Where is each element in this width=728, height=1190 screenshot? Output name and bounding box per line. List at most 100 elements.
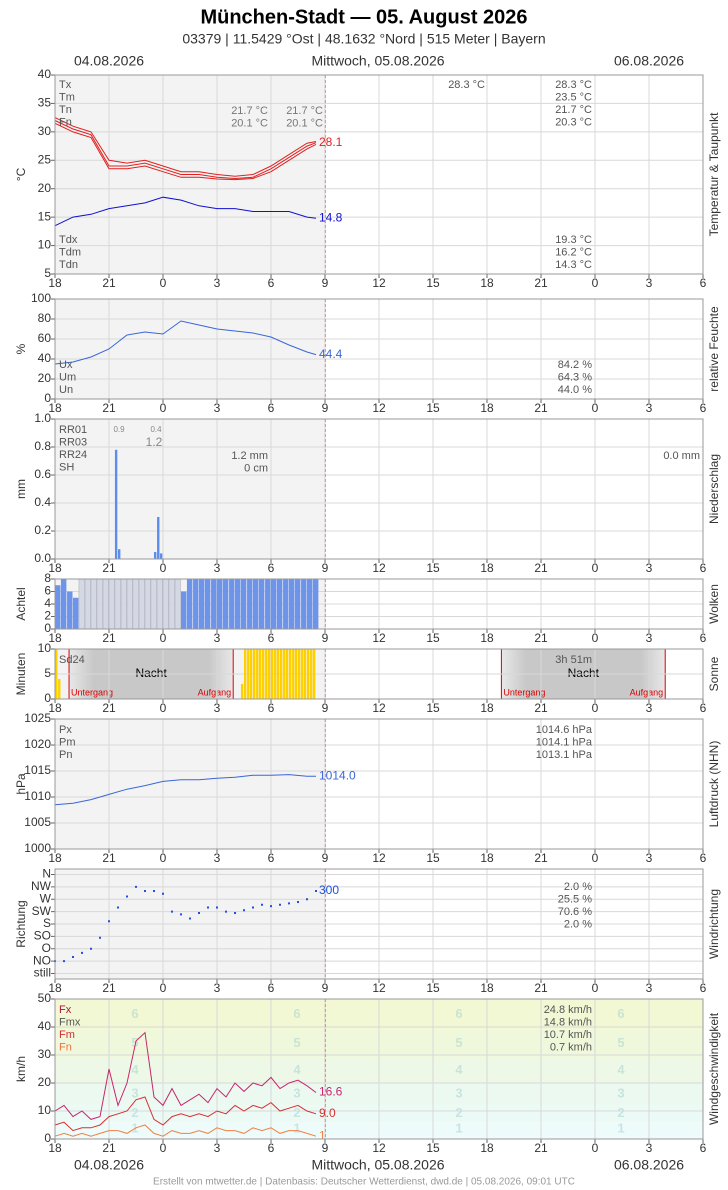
stat-text: 0.0 mm xyxy=(663,450,700,462)
bar xyxy=(168,578,175,630)
beaufort-label: 4 xyxy=(617,1062,625,1077)
y-tick-label: W xyxy=(40,891,52,905)
side-label: Niederschlag xyxy=(707,454,721,524)
x-tick-label: 15 xyxy=(426,561,440,575)
stat-text: 20.1 °C xyxy=(286,117,323,129)
series-line xyxy=(54,1124,317,1137)
bar xyxy=(132,578,139,630)
bar xyxy=(156,578,163,630)
y-axis-label: % xyxy=(14,343,28,354)
bar xyxy=(235,579,241,629)
y-tick-label: 1015 xyxy=(24,763,51,777)
bar xyxy=(55,585,61,629)
point xyxy=(234,912,236,914)
y-tick-label: NW xyxy=(31,879,52,893)
end-label: 28.1 xyxy=(319,135,343,149)
y-tick-label: 5 xyxy=(44,666,51,680)
stat-text: RR24 xyxy=(59,449,87,461)
stat-text: 21.7 °C xyxy=(286,105,323,117)
stat-text: Tdm xyxy=(59,246,81,258)
x-tick-label: 6 xyxy=(268,851,275,865)
bar xyxy=(265,649,268,699)
x-tick-label: 18 xyxy=(480,631,494,645)
stat-text: Fm xyxy=(59,1029,75,1041)
y-tick-label: 35 xyxy=(38,96,52,110)
sunrise-label: Aufgang xyxy=(630,687,664,697)
side-label: Temperatur & Taupunkt xyxy=(707,112,721,237)
sunset-label: Untergang xyxy=(503,687,545,697)
x-tick-label: 12 xyxy=(372,851,386,865)
point xyxy=(126,895,128,898)
x-tick-label: 21 xyxy=(534,401,548,415)
side-label: Windrichtung xyxy=(707,889,721,959)
night-label: Nacht xyxy=(568,666,600,680)
end-label: 16.6 xyxy=(319,1085,343,1099)
x-tick-label: 3 xyxy=(214,701,221,715)
stat-text: 23.5 °C xyxy=(555,91,592,103)
point xyxy=(297,901,299,903)
bar xyxy=(120,578,127,630)
point xyxy=(288,902,290,905)
stat-text: 0.9 xyxy=(113,425,125,434)
point xyxy=(315,890,317,892)
beaufort-label: 3 xyxy=(455,1086,462,1101)
x-tick-label: 6 xyxy=(700,701,707,715)
y-tick-label: 0.6 xyxy=(34,467,51,481)
y-tick-label: SW xyxy=(32,904,52,918)
beaufort-label: 4 xyxy=(131,1062,139,1077)
x-tick-label: 12 xyxy=(372,561,386,575)
x-tick-label: 0 xyxy=(592,561,599,575)
bar xyxy=(283,649,286,699)
stat-text: RR03 xyxy=(59,436,87,448)
x-tick-label: 21 xyxy=(534,981,548,995)
bar xyxy=(253,579,259,629)
y-tick-label: 0 xyxy=(44,391,51,405)
point xyxy=(171,910,173,913)
bar xyxy=(258,649,262,699)
x-tick-label: 21 xyxy=(534,1141,548,1155)
stat-text: 0 cm xyxy=(244,462,268,474)
x-tick-label: 15 xyxy=(426,851,440,865)
stat-text: Tn xyxy=(59,104,72,116)
plot-frame xyxy=(54,578,704,630)
bar xyxy=(204,579,211,629)
y-tick-label: 4 xyxy=(44,596,51,610)
stat-text: Ux xyxy=(59,359,73,371)
y-tick-label: 1.0 xyxy=(34,411,51,425)
past-shade xyxy=(55,419,326,559)
x-tick-label: 12 xyxy=(372,276,386,290)
bar xyxy=(244,649,247,699)
x-tick-label: 18 xyxy=(480,981,494,995)
y-axis-label: hPa xyxy=(14,773,28,795)
x-tick-label: 0 xyxy=(160,401,167,415)
subtitle: 03379 | 11.5429 °Ost | 48.1632 °Nord | 5… xyxy=(182,31,545,47)
point xyxy=(72,956,74,958)
x-tick-label: 6 xyxy=(700,631,707,645)
y-tick-label: 8 xyxy=(44,571,51,585)
y-tick-label: 1000 xyxy=(24,841,51,855)
y-tick-label: 30 xyxy=(38,124,52,138)
sunset-label: Untergang xyxy=(71,687,113,697)
x-tick-label: 21 xyxy=(534,631,548,645)
x-tick-label: 15 xyxy=(426,401,440,415)
stat-text: 2.0 % xyxy=(564,918,592,930)
stat-text: 21.7 °C xyxy=(231,105,268,117)
x-tick-label: 9 xyxy=(322,701,329,715)
stat-text: Px xyxy=(59,724,72,736)
bar xyxy=(253,649,256,699)
stat-text: 0.4 xyxy=(150,425,162,434)
bar xyxy=(126,578,133,630)
bar xyxy=(307,649,310,699)
y-tick-label: 100 xyxy=(31,291,51,305)
bar xyxy=(271,579,277,629)
bar xyxy=(283,579,289,629)
x-tick-label: 21 xyxy=(102,561,116,575)
plot-frame xyxy=(54,418,704,560)
bar xyxy=(292,649,295,699)
bar xyxy=(307,579,313,629)
beaufort-label: 5 xyxy=(293,1035,300,1050)
bar xyxy=(267,649,271,699)
y-tick-label: 5 xyxy=(44,266,51,280)
stat-text: 2.0 % xyxy=(564,881,592,893)
side-label: Wolken xyxy=(707,584,721,624)
